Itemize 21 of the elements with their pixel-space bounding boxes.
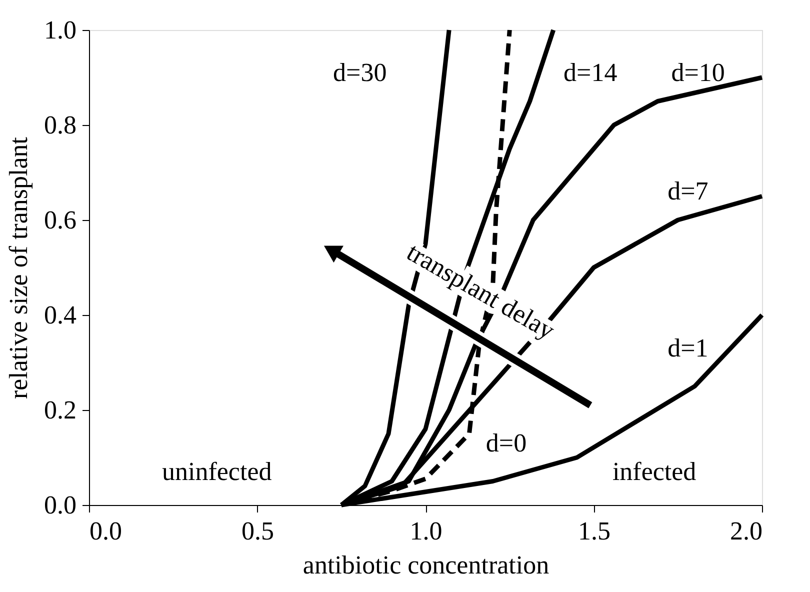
y-tick-label: 0.8 <box>44 110 76 140</box>
annotation: infected <box>612 456 696 486</box>
x-axis-title: antibiotic concentration <box>302 550 550 580</box>
series-label: d=10 <box>671 58 725 87</box>
y-tick-label: 0.2 <box>44 396 76 424</box>
series-label: d=14 <box>564 58 618 87</box>
y-axis-title: relative size of transplant <box>4 136 33 400</box>
x-tick-label: 1.0 <box>410 516 442 546</box>
x-tick-label: 0.0 <box>90 516 122 546</box>
x-tick-label: 2.0 <box>730 516 762 546</box>
y-tick-label: 0.6 <box>44 206 76 234</box>
annotation: uninfected <box>162 456 272 486</box>
y-tick-label: 0.4 <box>44 300 76 330</box>
series-label: d=0 <box>486 428 527 458</box>
y-tick-label: 1.0 <box>44 16 76 44</box>
series-label: d=1 <box>668 333 708 362</box>
x-tick-label: 1.5 <box>578 516 610 546</box>
text: d=30 <box>333 58 387 87</box>
y-tick-label: 0.0 <box>44 490 76 520</box>
series-label: d=7 <box>668 176 708 206</box>
x-tick-label: 0.5 <box>242 516 274 546</box>
